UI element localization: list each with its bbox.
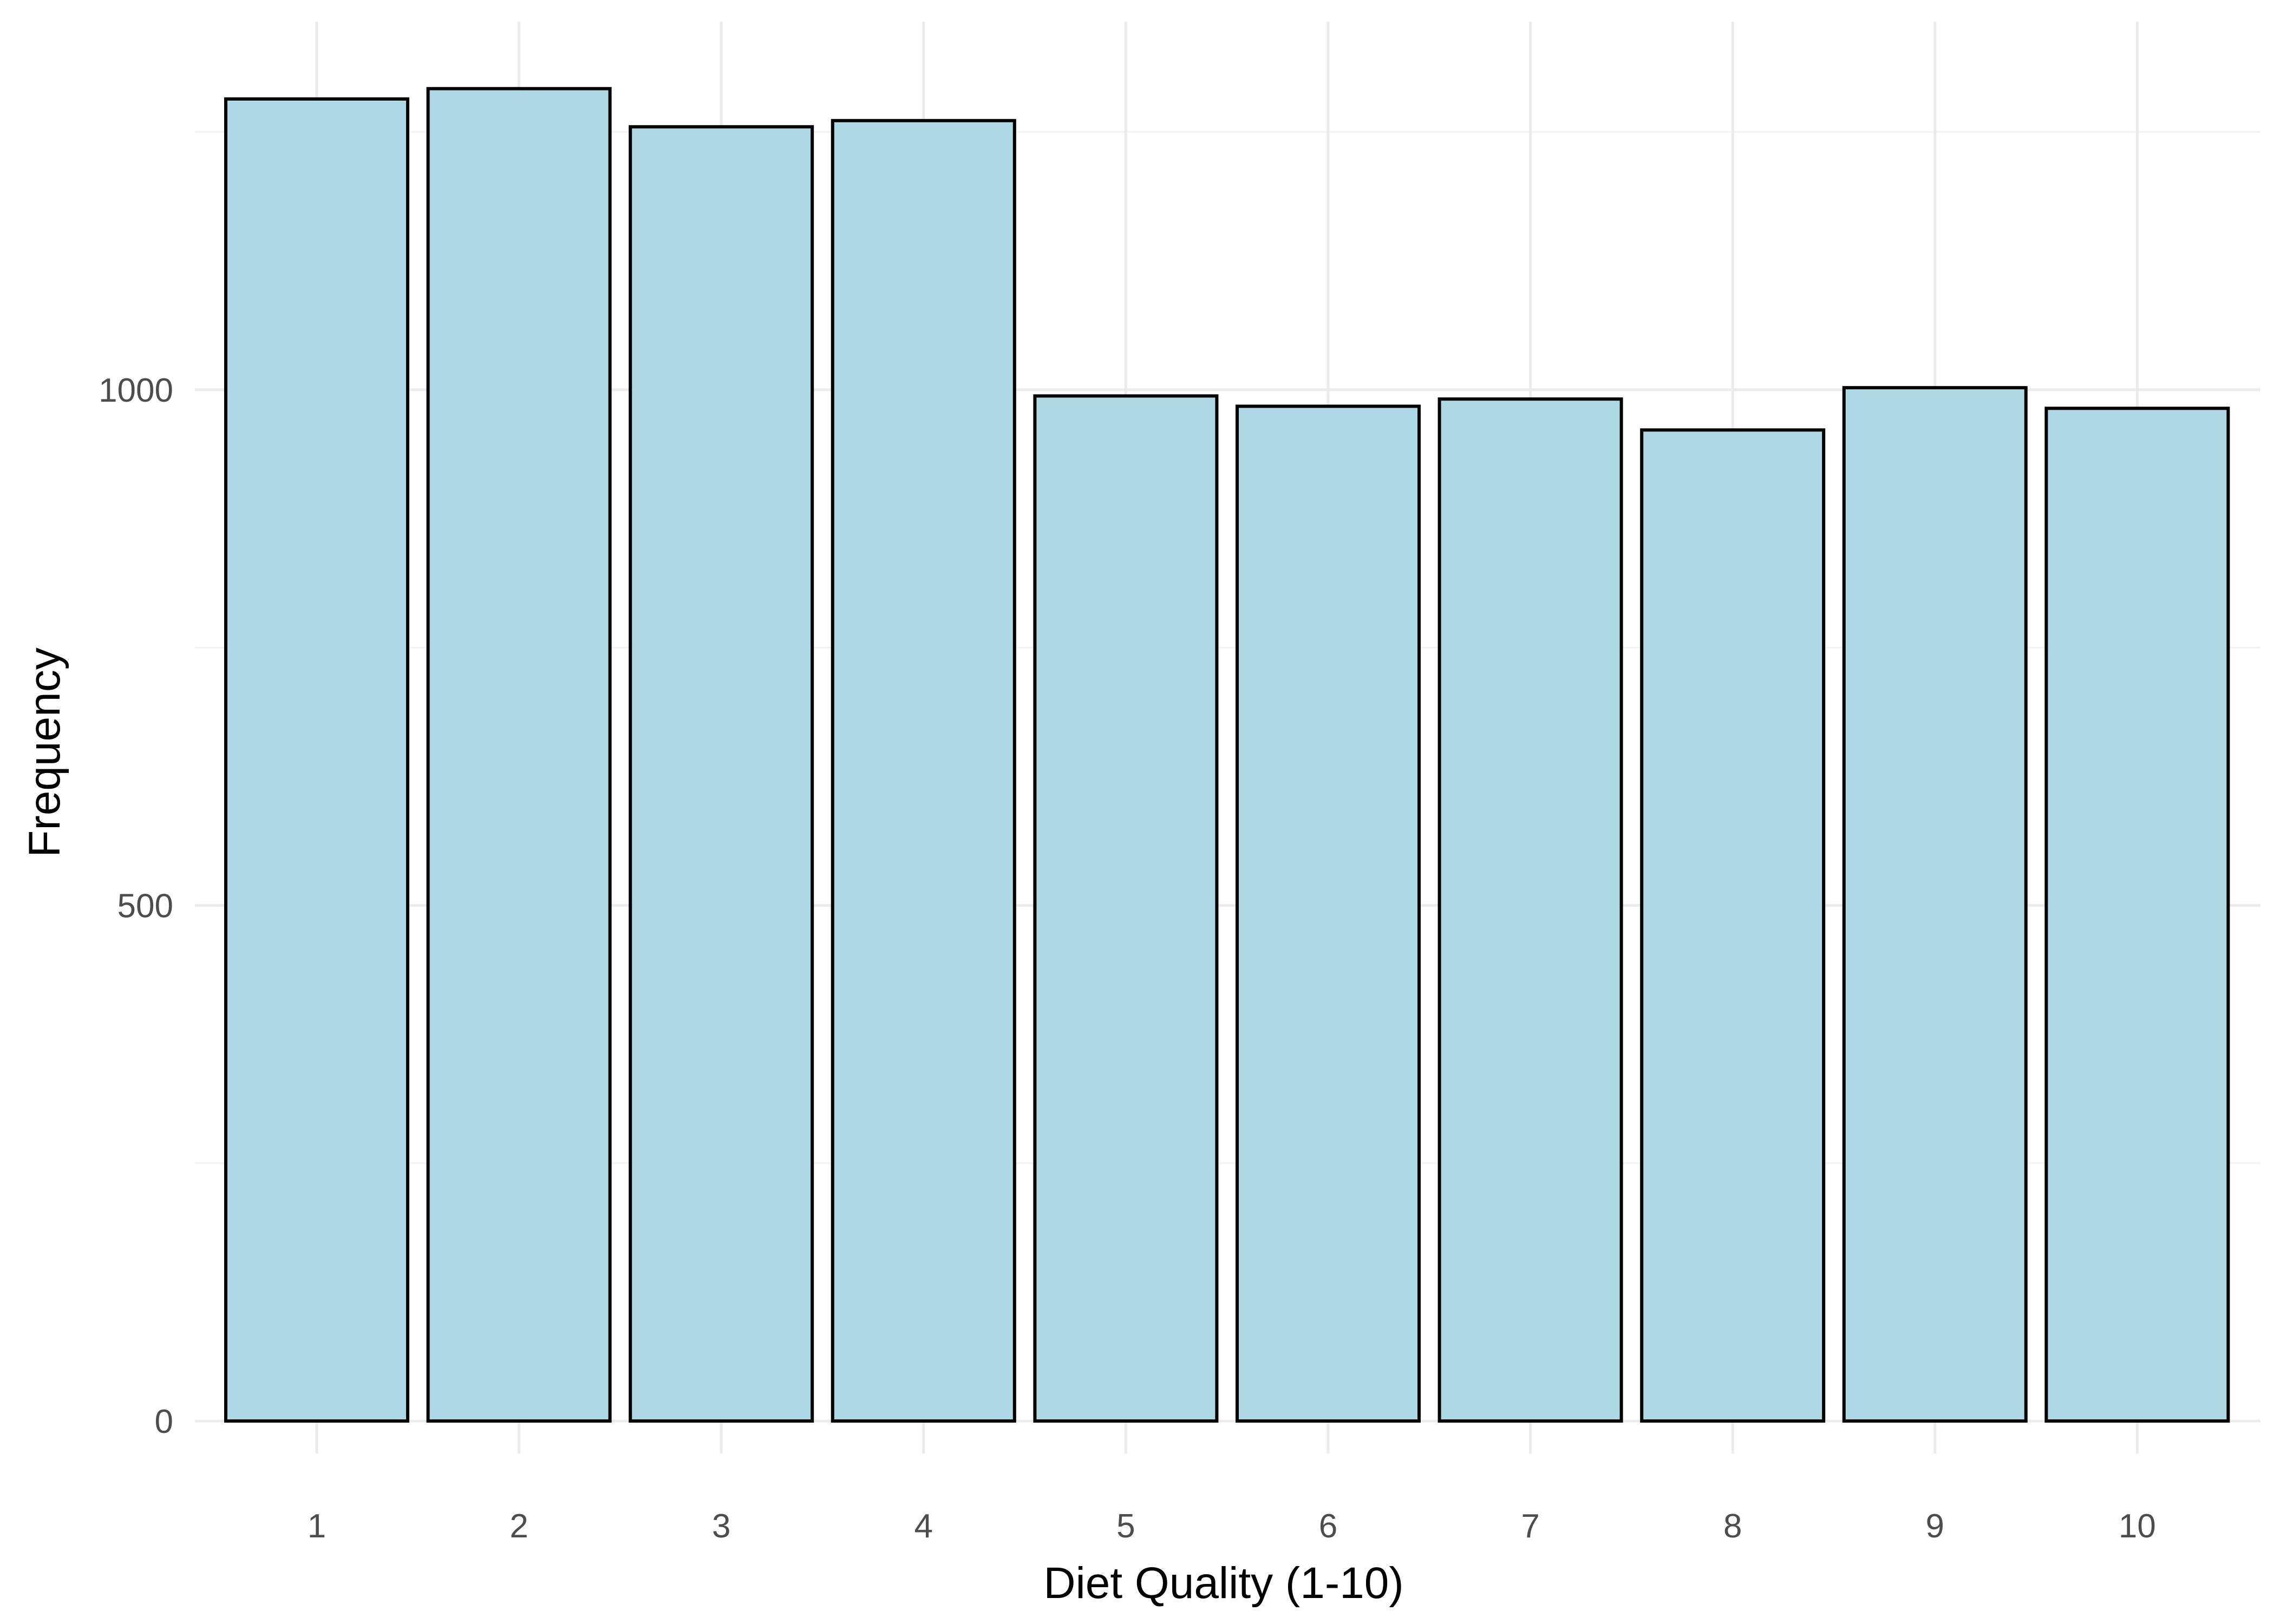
x-tick-label: 10 bbox=[2119, 1508, 2156, 1545]
bar-2 bbox=[426, 87, 612, 1423]
x-tick-labels: 1 2 3 4 5 6 7 8 9 10 bbox=[308, 1508, 2156, 1545]
bar-7 bbox=[1437, 397, 1623, 1423]
y-tick-labels: 0 500 1000 bbox=[99, 372, 173, 1440]
x-tick-label: 3 bbox=[712, 1508, 730, 1545]
x-tick-label: 7 bbox=[1521, 1508, 1539, 1545]
bar-3 bbox=[629, 125, 814, 1423]
x-tick-label: 5 bbox=[1116, 1508, 1135, 1545]
bar-6 bbox=[1236, 404, 1421, 1423]
bar-8 bbox=[1640, 428, 1826, 1423]
bar-9 bbox=[1842, 386, 2028, 1423]
y-tick-label: 0 bbox=[155, 1403, 173, 1440]
x-tick-label: 1 bbox=[308, 1508, 326, 1545]
x-axis-title: Diet Quality (1-10) bbox=[1043, 1558, 1403, 1608]
x-tick-label: 9 bbox=[1926, 1508, 1944, 1545]
x-tick-label: 4 bbox=[914, 1508, 933, 1545]
y-tick-label: 1000 bbox=[99, 372, 173, 409]
x-tick-label: 8 bbox=[1723, 1508, 1742, 1545]
y-axis-title: Frequency bbox=[20, 647, 69, 857]
y-tick-label: 500 bbox=[117, 888, 173, 925]
x-tick-label: 2 bbox=[509, 1508, 528, 1545]
bar-5 bbox=[1033, 394, 1219, 1423]
x-tick-label: 6 bbox=[1319, 1508, 1337, 1545]
bar-1 bbox=[224, 97, 409, 1423]
bars bbox=[224, 87, 2230, 1423]
bar-4 bbox=[831, 119, 1016, 1423]
bar-10 bbox=[2044, 407, 2230, 1423]
